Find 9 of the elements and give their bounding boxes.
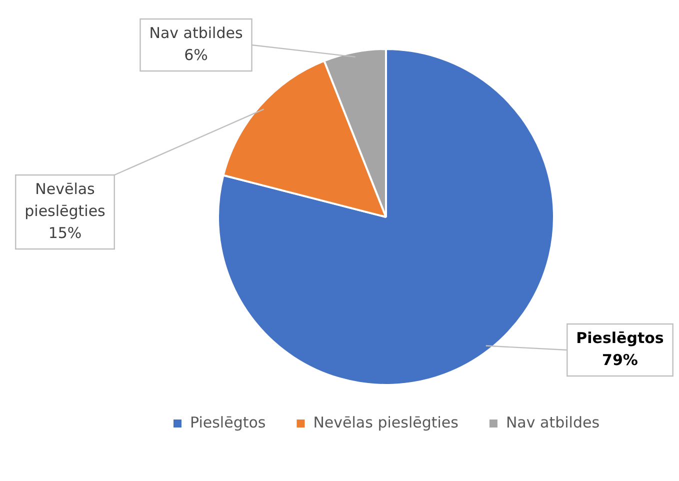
legend-label: Nevēlas pieslēgties (313, 413, 459, 432)
data-label: 79% (602, 350, 638, 369)
data-label: 6% (184, 46, 208, 64)
legend-label: Nav atbildes (506, 413, 600, 432)
data-label: 15% (48, 224, 82, 242)
slice-label: Pieslēgtos (576, 328, 664, 347)
slice-label: Nav atbildes (149, 24, 243, 42)
legend-label: Pieslēgtos (190, 413, 266, 432)
slice-label: Nevēlas pieslēgties (24, 180, 106, 220)
